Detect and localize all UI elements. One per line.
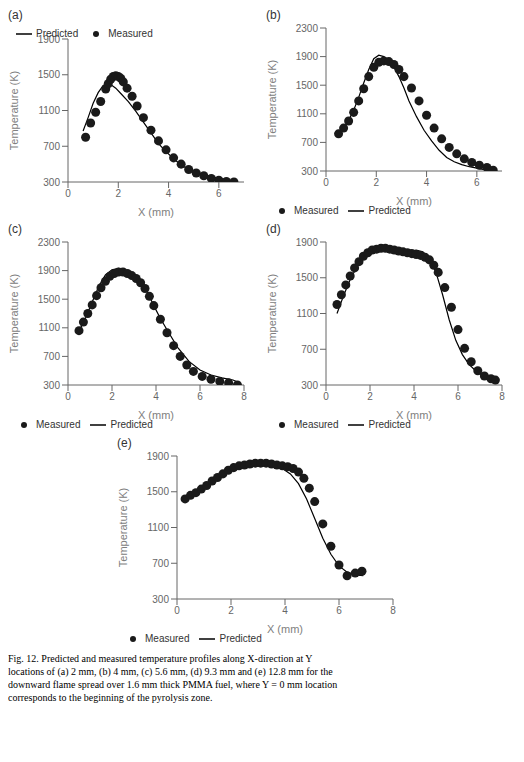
svg-text:300: 300: [43, 380, 60, 391]
svg-text:700: 700: [43, 351, 60, 362]
svg-text:1500: 1500: [38, 294, 61, 305]
svg-text:Temperature (K): Temperature (K): [266, 274, 278, 353]
svg-text:Temperature (K): Temperature (K): [117, 488, 129, 567]
svg-text:1900: 1900: [38, 265, 61, 276]
svg-text:0: 0: [65, 391, 71, 402]
svg-text:4: 4: [411, 391, 417, 402]
svg-text:X (mm): X (mm): [267, 623, 303, 635]
svg-text:6: 6: [455, 391, 461, 402]
svg-text:2300: 2300: [38, 237, 61, 248]
svg-text:Temperature (K): Temperature (K): [266, 60, 278, 139]
svg-text:300: 300: [43, 177, 60, 188]
svg-text:8: 8: [390, 605, 396, 616]
svg-text:4: 4: [166, 188, 172, 199]
svg-text:1900: 1900: [38, 34, 61, 45]
svg-text:0: 0: [323, 177, 329, 188]
svg-text:1100: 1100: [296, 308, 318, 319]
svg-text:700: 700: [301, 137, 318, 148]
svg-text:4: 4: [282, 605, 288, 616]
svg-text:300: 300: [301, 166, 318, 177]
svg-text:Temperature (K): Temperature (K): [8, 71, 20, 150]
svg-text:1100: 1100: [296, 108, 318, 119]
svg-text:2: 2: [374, 177, 380, 188]
svg-text:1100: 1100: [147, 522, 169, 533]
svg-text:1900: 1900: [147, 451, 170, 462]
svg-text:1500: 1500: [296, 80, 319, 91]
svg-text:1500: 1500: [38, 69, 61, 80]
svg-text:700: 700: [301, 344, 318, 355]
svg-text:8: 8: [499, 391, 505, 402]
svg-text:1900: 1900: [296, 51, 319, 62]
svg-text:700: 700: [152, 558, 169, 569]
svg-text:2: 2: [109, 391, 115, 402]
svg-text:X (mm): X (mm): [138, 409, 174, 421]
svg-text:0: 0: [65, 188, 71, 199]
svg-text:1900: 1900: [296, 237, 319, 248]
svg-text:2: 2: [228, 605, 234, 616]
svg-text:700: 700: [43, 141, 60, 152]
svg-text:2300: 2300: [296, 23, 319, 34]
svg-text:2: 2: [116, 188, 122, 199]
svg-text:8: 8: [241, 391, 247, 402]
svg-text:X (mm): X (mm): [138, 206, 174, 218]
svg-text:4: 4: [424, 177, 430, 188]
svg-text:0: 0: [323, 391, 329, 402]
svg-text:6: 6: [474, 177, 480, 188]
svg-text:1100: 1100: [38, 322, 60, 333]
svg-text:6: 6: [216, 188, 222, 199]
svg-text:300: 300: [301, 380, 318, 391]
svg-text:6: 6: [197, 391, 203, 402]
svg-text:X (mm): X (mm): [396, 409, 432, 421]
svg-text:Temperature (K): Temperature (K): [8, 274, 20, 353]
svg-text:1500: 1500: [296, 272, 319, 283]
svg-text:0: 0: [174, 605, 180, 616]
svg-text:1100: 1100: [38, 105, 60, 116]
svg-text:X (mm): X (mm): [396, 195, 432, 207]
svg-text:4: 4: [153, 391, 159, 402]
svg-text:300: 300: [152, 594, 169, 605]
svg-text:1500: 1500: [147, 486, 170, 497]
svg-text:2: 2: [367, 391, 373, 402]
svg-text:6: 6: [336, 605, 342, 616]
